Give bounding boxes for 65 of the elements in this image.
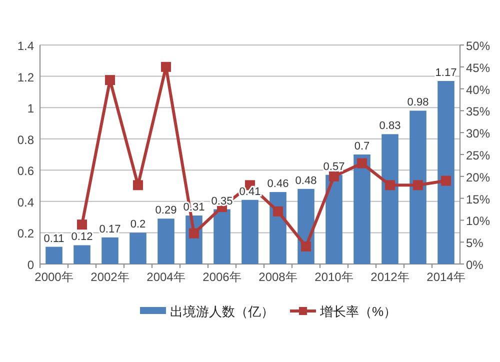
point (413, 180, 423, 190)
data-label: 0.83 (379, 120, 401, 132)
point (273, 206, 283, 216)
y-tick-label: 0.6 (17, 164, 34, 178)
y-tick-label: 1.4 (17, 39, 34, 53)
bar (354, 154, 370, 264)
bar (46, 246, 62, 264)
x-tick-label: 2010年 (314, 270, 354, 284)
x-tick-label: 2008年 (258, 270, 298, 284)
bar (130, 232, 146, 264)
y2-tick-label: 50% (466, 39, 490, 53)
point (329, 171, 339, 182)
x-tick-label: 2004年 (146, 270, 186, 284)
point (105, 75, 115, 86)
data-label: 0.48 (295, 174, 317, 187)
point (161, 62, 171, 72)
bar (74, 245, 90, 264)
y2-tick-label: 25% (466, 148, 490, 162)
y2-tick-label: 45% (466, 60, 490, 75)
data-label: 0.17 (99, 223, 121, 236)
bar (242, 200, 258, 264)
point (441, 176, 451, 186)
x-tick-label: 2000年 (34, 270, 74, 284)
legend-label: 增长率（%） (319, 304, 397, 319)
y-tick-label: 0.8 (17, 132, 34, 147)
bar (410, 110, 426, 264)
data-label: 0.11 (44, 232, 64, 245)
data-label: 0.12 (71, 231, 93, 244)
point (189, 228, 199, 238)
y-tick-label: 0.2 (17, 226, 34, 241)
bar (158, 218, 174, 264)
y-tick-label: 0 (27, 258, 34, 272)
bar (214, 209, 230, 264)
data-label: 0.46 (267, 178, 289, 190)
bar (102, 237, 118, 264)
x-tick-label: 2002年 (90, 270, 130, 284)
legend-label: 出境游人数（亿） (170, 304, 274, 319)
y2-tick-label: 30% (466, 126, 490, 141)
point (301, 241, 311, 252)
bar (438, 80, 454, 264)
data-label: 0.2 (130, 218, 146, 231)
point (385, 180, 395, 190)
point (357, 158, 367, 168)
y2-tick-label: 20% (466, 170, 490, 184)
data-label: 0.98 (407, 96, 429, 109)
y2-tick-label: 0% (466, 258, 484, 272)
bar (326, 174, 342, 264)
point (77, 220, 87, 230)
y2-tick-label: 40% (466, 82, 490, 97)
x-tick-label: 2006年 (202, 270, 242, 284)
y-tick-label: 1.2 (17, 70, 34, 84)
y2-tick-label: 35% (466, 104, 490, 119)
bar (382, 134, 398, 264)
x-tick-label: 2012年 (370, 270, 410, 284)
data-label: 0.7 (354, 140, 370, 152)
data-label: 0.57 (323, 160, 345, 173)
y-tick-label: 0.4 (17, 195, 34, 210)
y2-tick-label: 5% (466, 236, 484, 250)
data-label: 1.17 (435, 66, 457, 79)
data-label: 0.29 (155, 204, 177, 217)
y2-tick-label: 15% (466, 192, 490, 206)
y-tick-label: 1 (27, 102, 34, 116)
x-tick-label: 2014年 (426, 270, 466, 284)
point (133, 180, 143, 190)
y2-tick-label: 10% (466, 214, 490, 228)
